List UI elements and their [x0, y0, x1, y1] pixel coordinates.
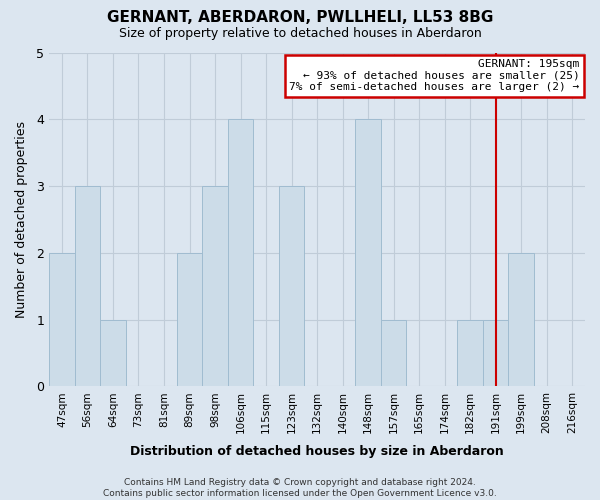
- Bar: [75, 186, 100, 386]
- Bar: [508, 253, 534, 386]
- Bar: [355, 120, 381, 386]
- Bar: [228, 120, 253, 386]
- Bar: [457, 320, 483, 386]
- Bar: [202, 186, 228, 386]
- Bar: [100, 320, 126, 386]
- Y-axis label: Number of detached properties: Number of detached properties: [15, 121, 28, 318]
- Text: Size of property relative to detached houses in Aberdaron: Size of property relative to detached ho…: [119, 28, 481, 40]
- Bar: [177, 253, 202, 386]
- Bar: [49, 253, 75, 386]
- Bar: [381, 320, 406, 386]
- Text: Contains HM Land Registry data © Crown copyright and database right 2024.
Contai: Contains HM Land Registry data © Crown c…: [103, 478, 497, 498]
- Bar: [483, 320, 508, 386]
- X-axis label: Distribution of detached houses by size in Aberdaron: Distribution of detached houses by size …: [130, 444, 504, 458]
- Text: GERNANT: 195sqm
← 93% of detached houses are smaller (25)
7% of semi-detached ho: GERNANT: 195sqm ← 93% of detached houses…: [289, 59, 580, 92]
- Text: GERNANT, ABERDARON, PWLLHELI, LL53 8BG: GERNANT, ABERDARON, PWLLHELI, LL53 8BG: [107, 10, 493, 25]
- Bar: [279, 186, 304, 386]
